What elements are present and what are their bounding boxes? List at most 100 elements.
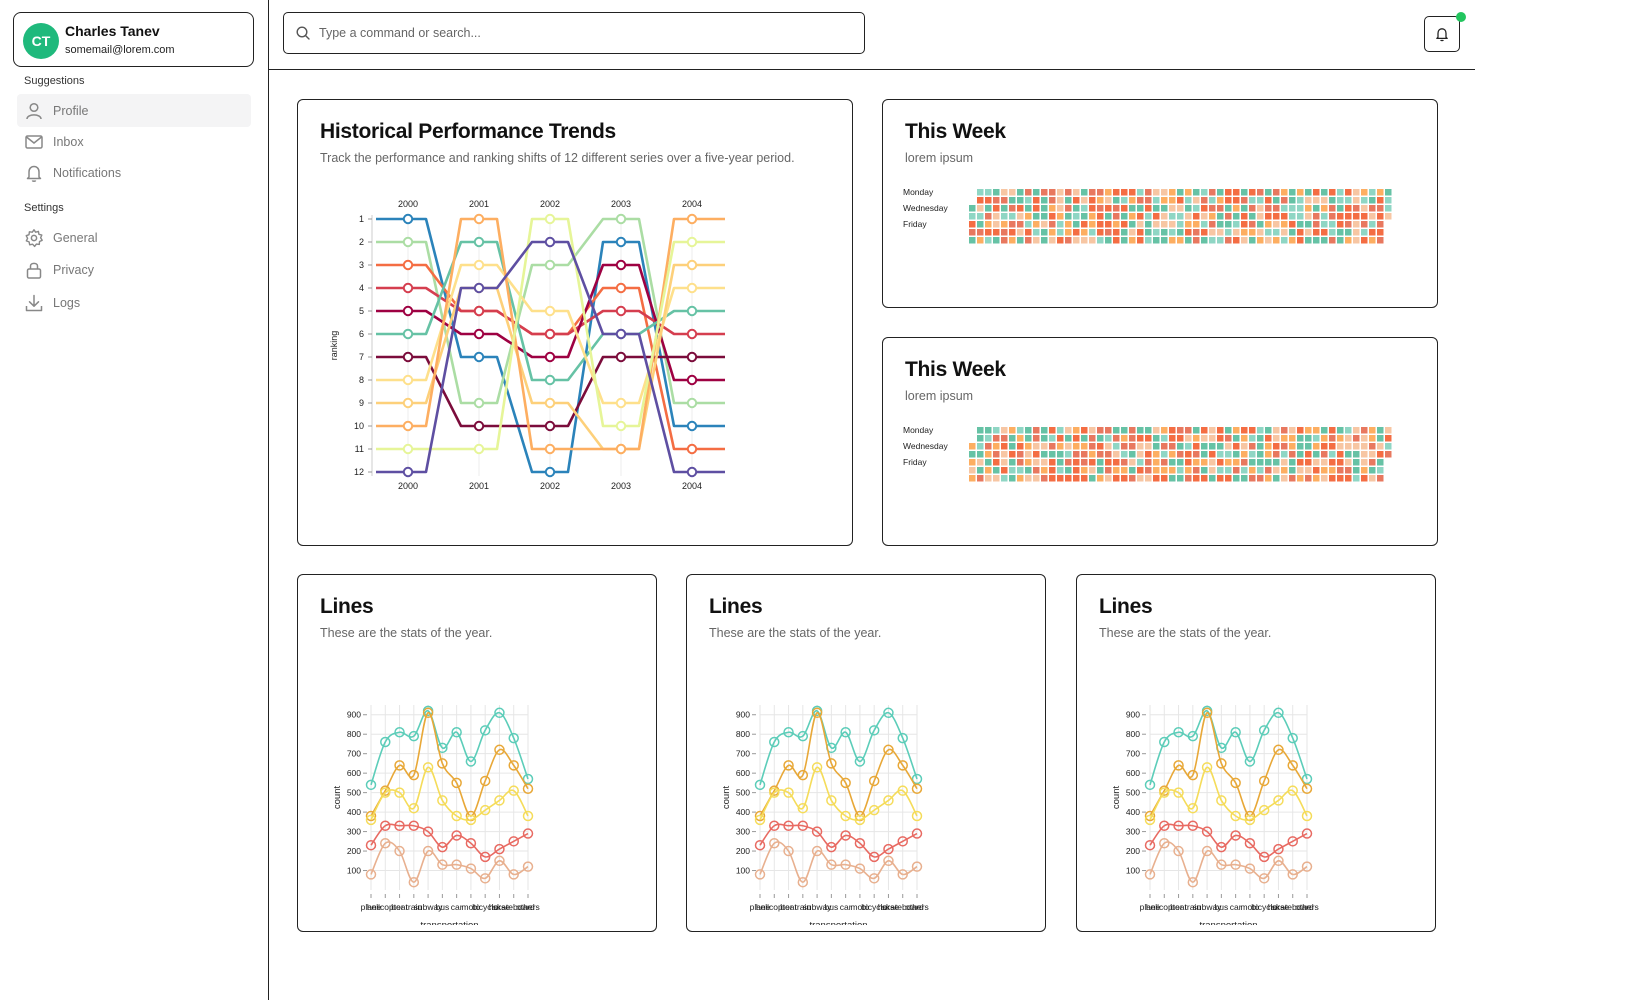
series-point [1159, 736, 1170, 748]
search-input[interactable] [319, 26, 839, 40]
heatmap-cell [1281, 459, 1288, 466]
series-point [494, 843, 505, 855]
series-point [811, 707, 823, 719]
heatmap-cell [1001, 435, 1008, 442]
series-line [1149, 823, 1308, 858]
sidebar-item-privacy[interactable]: Privacy [17, 253, 251, 286]
heatmap-cell [1273, 221, 1280, 228]
series-point [754, 869, 766, 880]
heatmap-cell [1265, 427, 1272, 434]
sidebar-item-general[interactable]: General [17, 221, 251, 254]
series-point [686, 466, 698, 478]
heatmap-cell [1321, 221, 1328, 228]
series-line [376, 240, 725, 474]
heatmap-cell [1033, 189, 1040, 196]
y-tick-label: 200 [347, 846, 361, 856]
series-point [522, 861, 534, 872]
heatmap-cell [1321, 189, 1328, 196]
series-point [1230, 727, 1241, 738]
series-point [783, 845, 794, 857]
notifications-button[interactable] [1424, 16, 1460, 52]
series-point [422, 845, 434, 857]
series-point [1173, 787, 1184, 798]
heatmap-cell [1217, 189, 1224, 196]
heatmap-cell [1137, 459, 1144, 466]
lines-card-1: Lines These are the stats of the year. 1… [297, 574, 657, 932]
heatmap-cell [1377, 451, 1384, 458]
heatmap-cell [1273, 205, 1280, 212]
series-point [380, 736, 391, 748]
series-point [1173, 820, 1184, 831]
heatmap-cell [1209, 213, 1216, 220]
heatmap-cell [1337, 229, 1344, 236]
heatmap-cell [1145, 197, 1152, 204]
heatmap-cell [1105, 237, 1112, 244]
sidebar-item-logs[interactable]: Logs [17, 286, 251, 319]
heatmap-cell [1193, 189, 1200, 196]
heatmap-cell [1241, 443, 1248, 450]
heatmap-cell [1025, 427, 1032, 434]
heatmap-cell [1161, 427, 1168, 434]
heatmap-cell [1081, 197, 1088, 204]
heatmap-cell [1041, 205, 1048, 212]
heatmap-cell [1241, 237, 1248, 244]
heatmap-cell [1305, 451, 1312, 458]
heatmap-cell [1145, 213, 1152, 220]
y-tick-label: 400 [347, 807, 361, 817]
heatmap-cell [1105, 229, 1112, 236]
heatmap-cell [1225, 189, 1232, 196]
heatmap-cell [1353, 197, 1360, 204]
heatmap-cell [1345, 427, 1352, 434]
series-point [494, 707, 505, 719]
sidebar-item-inbox[interactable]: Inbox [17, 125, 251, 158]
heatmap-cell [1217, 459, 1224, 466]
heatmap-cell [1193, 467, 1200, 474]
heatmap-cell [1241, 205, 1248, 212]
heatmap-cell [1249, 197, 1256, 204]
sidebar-item-profile[interactable]: Profile [17, 94, 251, 127]
user-card[interactable]: CT Charles Tanev somemail@lorem.com [13, 12, 254, 67]
heatmap-cell [1081, 229, 1088, 236]
bump-chart: 123456789101112ranking200020002001200120… [329, 200, 725, 491]
series-point [840, 810, 851, 822]
series-line [1149, 841, 1308, 884]
heatmap-cell [1305, 435, 1312, 442]
x-tick-label: subway [1193, 902, 1223, 912]
heatmap-cell [1297, 221, 1304, 228]
heatmap-cell [1065, 221, 1072, 228]
heatmap-cell [1289, 467, 1296, 474]
card-subtitle: These are the stats of the year. [709, 626, 882, 640]
heatmap-cell [1345, 221, 1352, 228]
series-point [465, 756, 477, 767]
heatmap-cell [1129, 189, 1136, 196]
x-tick-label-bottom: 2003 [611, 481, 631, 491]
heatmap-cell [1033, 229, 1040, 236]
heatmap-cell [1273, 443, 1280, 450]
heatmap-cell [1153, 237, 1160, 244]
search-bar[interactable] [283, 12, 865, 54]
series-point [408, 769, 420, 781]
heatmap-cell [993, 451, 1000, 458]
sidebar-item-notifications[interactable]: Notifications [17, 156, 251, 189]
heatmap-cell [993, 205, 1000, 212]
series-point [1287, 785, 1298, 796]
heatmap-cell [1009, 459, 1016, 466]
heatmap-cell [1057, 475, 1064, 482]
heatmap-cell [1113, 467, 1120, 474]
heatmap-cell [1193, 205, 1200, 212]
series-line [1149, 710, 1308, 786]
heatmap-cell [1241, 213, 1248, 220]
heatmap-cell [1113, 427, 1120, 434]
series-line [376, 217, 725, 474]
series-point [402, 328, 414, 340]
heatmap-cell [977, 443, 984, 450]
x-tick-label: bus [825, 902, 839, 912]
y-tick-label: 3 [359, 260, 364, 270]
series-point [811, 845, 823, 857]
heatmap-cell [985, 443, 992, 450]
y-tick-label: 700 [1126, 749, 1140, 759]
heatmap-cell [1321, 197, 1328, 204]
heatmap-cell [1289, 475, 1296, 482]
x-tick-label: bus [1215, 902, 1229, 912]
series-point [686, 305, 698, 317]
